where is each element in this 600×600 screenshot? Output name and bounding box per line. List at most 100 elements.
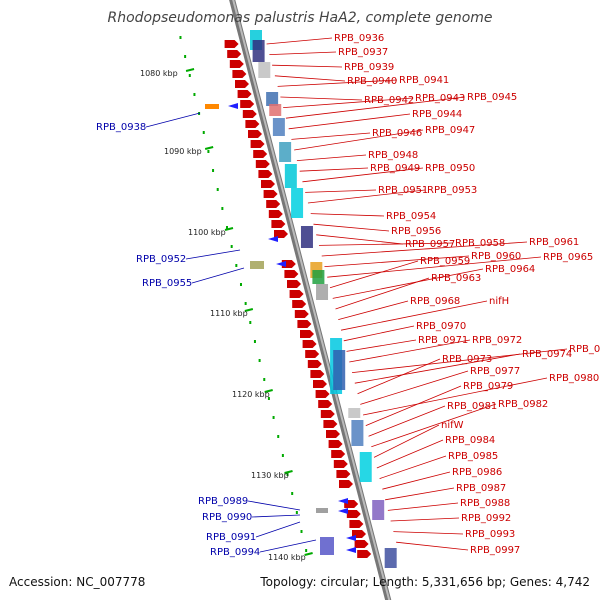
forward-gene-arrow[interactable] xyxy=(326,430,340,438)
forward-gene-arrow[interactable] xyxy=(294,310,309,318)
forward-gene-arrow[interactable] xyxy=(323,420,338,428)
forward-gene-label[interactable]: RPB_0951 xyxy=(378,185,428,196)
forward-gene-label[interactable]: RPB_0944 xyxy=(412,109,462,120)
forward-gene-label[interactable]: RPB_0988 xyxy=(460,498,510,509)
forward-gene-arrow[interactable] xyxy=(349,520,364,528)
forward-gene-label[interactable]: RPB_0974 xyxy=(522,349,572,360)
forward-gene-label[interactable]: RPB_0981 xyxy=(447,401,497,412)
reverse-gene-label[interactable]: RPB_0989 xyxy=(198,496,248,507)
forward-gene-arrow[interactable] xyxy=(284,270,299,278)
forward-gene-label[interactable]: RPB_0940 xyxy=(347,76,397,87)
forward-gene-arrow[interactable] xyxy=(268,210,283,218)
forward-gene-arrow[interactable] xyxy=(333,460,348,468)
forward-gene-arrow[interactable] xyxy=(287,280,301,288)
forward-gene-label[interactable]: RPB_0972 xyxy=(472,335,522,346)
reverse-gene-label[interactable]: RPB_0994 xyxy=(210,547,260,558)
forward-gene-arrow[interactable] xyxy=(339,480,353,488)
reverse-gene-label[interactable]: RPB_0952 xyxy=(136,254,186,265)
forward-gene-label[interactable]: RPB_0936 xyxy=(334,33,384,44)
reverse-gene-arrow[interactable] xyxy=(228,103,238,109)
forward-gene-arrow[interactable] xyxy=(240,100,255,108)
forward-gene-arrow[interactable] xyxy=(297,320,312,328)
forward-gene-arrow[interactable] xyxy=(307,360,322,368)
forward-gene-label[interactable]: RPB_0947 xyxy=(425,125,475,136)
forward-gene-label[interactable]: RPB_0945 xyxy=(467,92,517,103)
forward-gene-label[interactable]: RPB_0963 xyxy=(431,273,481,284)
forward-gene-arrow[interactable] xyxy=(250,140,265,148)
forward-gene-label[interactable]: RPB_0982 xyxy=(498,399,548,410)
forward-gene-arrow[interactable] xyxy=(289,290,304,298)
forward-gene-label[interactable]: RPB_0971 xyxy=(418,335,468,346)
reverse-gene-arrow[interactable] xyxy=(268,236,278,242)
forward-gene-label[interactable]: RPB_0946 xyxy=(372,128,422,139)
forward-gene-label[interactable]: RPB_0968 xyxy=(410,296,460,307)
forward-gene-arrow[interactable] xyxy=(266,200,281,208)
forward-gene-label[interactable]: RPB_0992 xyxy=(461,513,511,524)
forward-gene-label[interactable]: RPB_0950 xyxy=(425,163,475,174)
forward-gene-label[interactable]: RPB_0941 xyxy=(399,75,449,86)
forward-gene-arrow[interactable] xyxy=(331,450,346,458)
forward-gene-label[interactable]: RPB_0977 xyxy=(470,366,520,377)
forward-gene-label[interactable]: nifH xyxy=(489,296,509,307)
forward-gene-label[interactable]: nifW xyxy=(441,420,464,431)
forward-gene-label[interactable]: RPB_0976 xyxy=(569,344,600,355)
forward-gene-label[interactable]: RPB_0964 xyxy=(485,264,535,275)
forward-gene-arrow[interactable] xyxy=(315,390,330,398)
forward-gene-arrow[interactable] xyxy=(292,300,307,308)
forward-gene-label[interactable]: RPB_0959 xyxy=(420,256,470,267)
forward-gene-label[interactable]: RPB_0961 xyxy=(529,237,579,248)
forward-gene-label[interactable]: RPB_0949 xyxy=(370,163,420,174)
forward-gene-label[interactable]: RPB_0965 xyxy=(543,252,593,263)
forward-gene-arrow[interactable] xyxy=(229,60,244,68)
forward-gene-arrow[interactable] xyxy=(336,470,351,478)
forward-gene-arrow[interactable] xyxy=(235,80,249,88)
forward-gene-label[interactable]: RPB_0973 xyxy=(442,354,492,365)
forward-gene-label[interactable]: RPB_0997 xyxy=(470,545,520,556)
forward-gene-arrow[interactable] xyxy=(274,230,288,238)
forward-gene-label[interactable]: RPB_0979 xyxy=(463,381,513,392)
reverse-gene-arrow[interactable] xyxy=(276,261,286,267)
forward-gene-arrow[interactable] xyxy=(255,160,270,168)
forward-gene-arrow[interactable] xyxy=(253,150,268,158)
forward-gene-arrow[interactable] xyxy=(318,400,333,408)
forward-gene-label[interactable]: RPB_0984 xyxy=(445,435,495,446)
forward-gene-arrow[interactable] xyxy=(310,370,325,378)
forward-gene-arrow[interactable] xyxy=(237,90,252,98)
forward-gene-arrow[interactable] xyxy=(346,510,361,518)
forward-gene-arrow[interactable] xyxy=(261,180,275,188)
forward-gene-arrow[interactable] xyxy=(320,410,335,418)
reverse-gene-label[interactable]: RPB_0938 xyxy=(96,122,146,133)
forward-gene-arrow[interactable] xyxy=(245,120,260,128)
reverse-gene-label[interactable]: RPB_0955 xyxy=(142,278,192,289)
forward-gene-arrow[interactable] xyxy=(328,440,343,448)
forward-gene-arrow[interactable] xyxy=(357,550,372,558)
forward-gene-label[interactable]: RPB_0960 xyxy=(471,251,521,262)
forward-gene-arrow[interactable] xyxy=(313,380,327,388)
forward-gene-label[interactable]: RPB_0953 xyxy=(427,185,477,196)
forward-gene-label[interactable]: RPB_0939 xyxy=(344,62,394,73)
forward-gene-arrow[interactable] xyxy=(263,190,278,198)
forward-gene-label[interactable]: RPB_0958 xyxy=(455,238,505,249)
forward-gene-label[interactable]: RPB_0937 xyxy=(338,47,388,58)
reverse-gene-label[interactable]: RPB_0990 xyxy=(202,512,252,523)
forward-gene-label[interactable]: RPB_0987 xyxy=(456,483,506,494)
reverse-gene-arrow[interactable] xyxy=(346,547,356,553)
forward-gene-label[interactable]: RPB_0980 xyxy=(549,373,599,384)
forward-gene-label[interactable]: RPB_0993 xyxy=(465,529,515,540)
forward-gene-label[interactable]: RPB_0942 xyxy=(364,95,414,106)
forward-gene-label[interactable]: RPB_0986 xyxy=(452,467,502,478)
reverse-gene-arrow[interactable] xyxy=(338,508,348,514)
forward-gene-arrow[interactable] xyxy=(300,330,314,338)
forward-gene-arrow[interactable] xyxy=(248,130,262,138)
forward-gene-label[interactable]: RPB_0943 xyxy=(415,93,465,104)
forward-gene-label[interactable]: RPB_0956 xyxy=(391,226,441,237)
forward-gene-arrow[interactable] xyxy=(271,220,286,228)
forward-gene-label[interactable]: RPB_0954 xyxy=(386,211,436,222)
forward-gene-arrow[interactable] xyxy=(224,40,239,48)
forward-gene-arrow[interactable] xyxy=(232,70,247,78)
forward-gene-label[interactable]: RPB_0957 xyxy=(405,239,455,250)
forward-gene-arrow[interactable] xyxy=(305,350,320,358)
forward-gene-arrow[interactable] xyxy=(242,110,257,118)
